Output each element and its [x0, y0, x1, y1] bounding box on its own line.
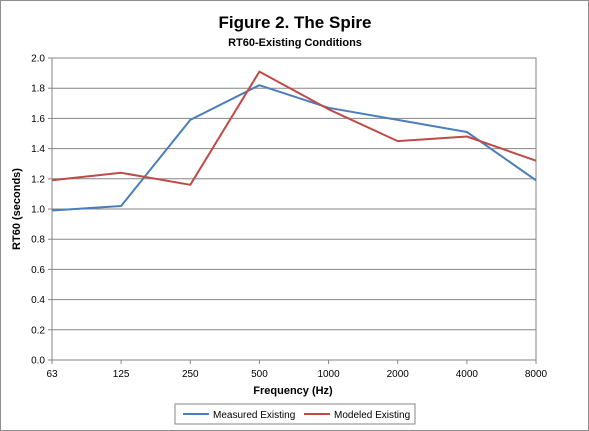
x-tick-label: 250 — [182, 369, 199, 380]
legend-box — [174, 403, 416, 425]
chart-title: Figure 2. The Spire — [218, 13, 371, 32]
x-tick-label: 4000 — [456, 369, 479, 380]
chart-subtitle: RT60-Existing Conditions — [228, 37, 362, 49]
x-tick-label: 125 — [113, 369, 130, 380]
x-axis-title: Frequency (Hz) — [253, 385, 333, 397]
series-line-measured — [51, 84, 537, 212]
y-axis-ticks: 0.0 0.2 0.4 0.6 0.8 1.0 1.2 1.4 1.6 1.8 2.0 — [31, 54, 52, 367]
y-tick-label: 1.0 — [31, 205, 45, 216]
legend: Measured Existing Modeled Existing — [174, 403, 416, 425]
x-tick-label: 1000 — [317, 369, 340, 380]
y-tick-label: 0.6 — [31, 265, 45, 276]
y-tick-label: 0.4 — [31, 295, 45, 306]
x-tick-label: 63 — [46, 369, 58, 380]
y-tick-label: 1.4 — [31, 144, 45, 155]
y-tick-label: 1.2 — [31, 174, 45, 185]
x-tick-label: 8000 — [525, 369, 548, 380]
legend-label-measured: Measured Existing — [213, 410, 295, 421]
y-tick-label: 0.2 — [31, 325, 45, 336]
y-axis-title: RT60 (seconds) — [11, 168, 23, 250]
y-tick-label: 0.0 — [31, 356, 45, 367]
gridlines — [52, 87, 536, 331]
x-tick-label: 2000 — [387, 369, 410, 380]
x-axis-ticks: 63 125 250 500 1000 2000 4000 8000 — [46, 360, 548, 380]
series-line-modeled — [51, 70, 537, 186]
y-tick-label: 0.8 — [31, 235, 45, 246]
y-tick-label: 1.6 — [31, 114, 45, 125]
series-lines — [51, 70, 537, 212]
y-tick-label: 2.0 — [31, 54, 45, 65]
x-tick-label: 500 — [251, 369, 268, 380]
legend-label-modeled: Modeled Existing — [334, 410, 410, 421]
y-tick-label: 1.8 — [31, 84, 45, 95]
